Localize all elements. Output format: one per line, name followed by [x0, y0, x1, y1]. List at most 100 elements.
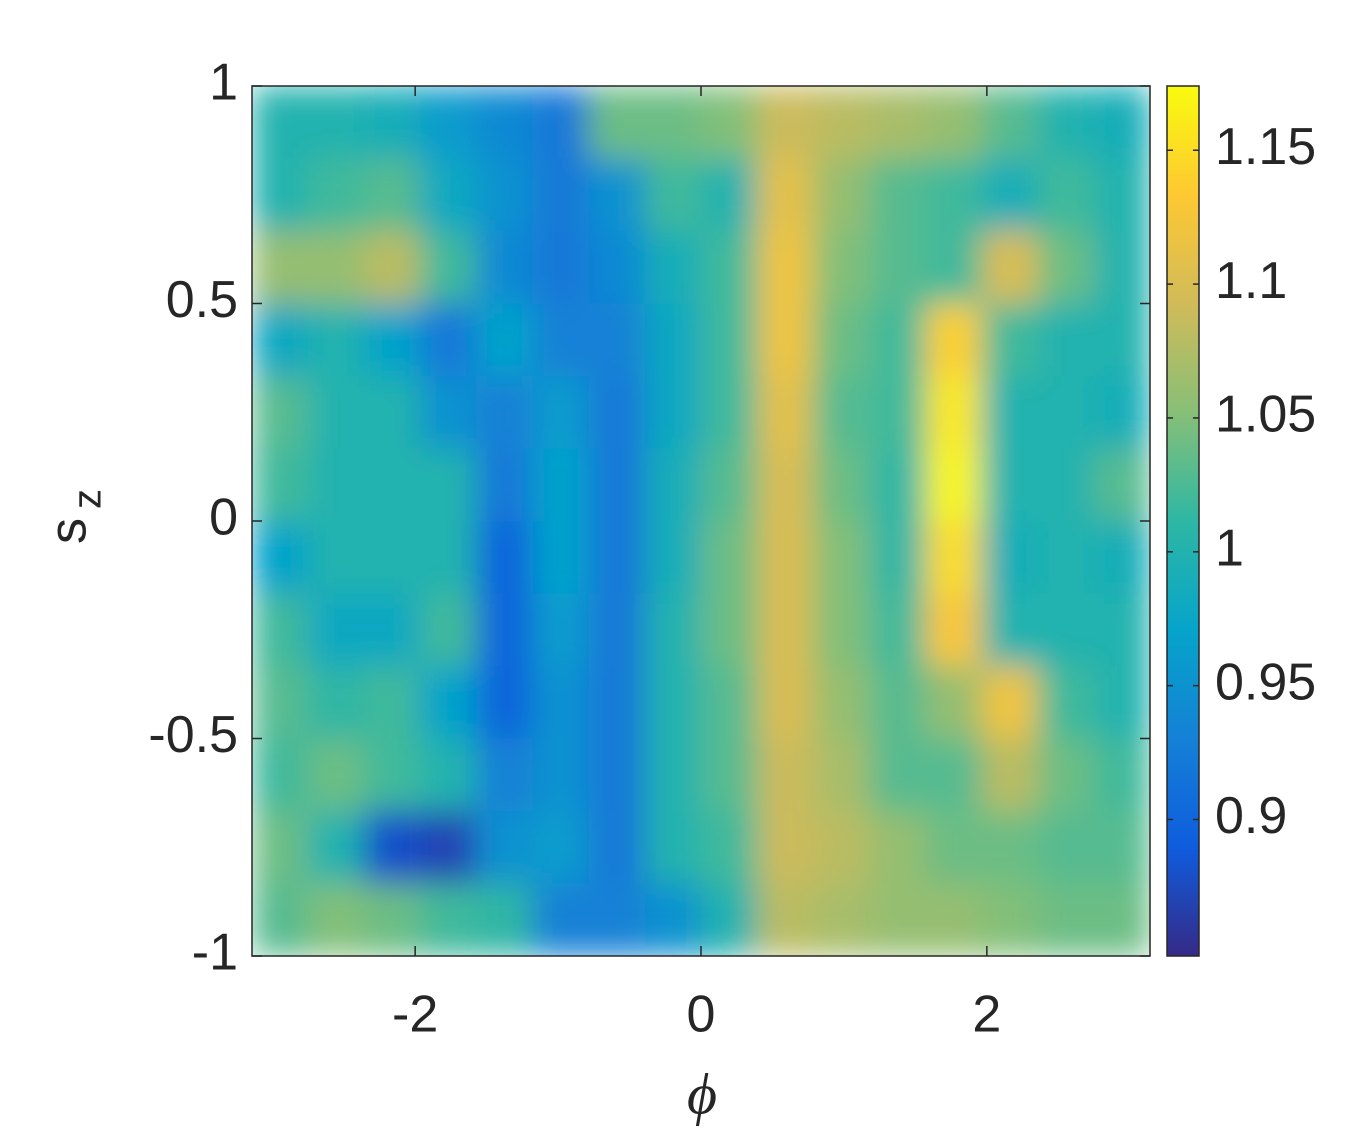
heatmap-cell: [813, 521, 870, 594]
heatmap-cell: [420, 303, 477, 377]
heatmap-cell: [420, 231, 477, 304]
heatmap-cell: [701, 593, 758, 667]
heatmap-cell: [420, 521, 477, 594]
heatmap-cell: [1093, 593, 1150, 667]
heatmap-cell: [644, 593, 702, 667]
heatmap-cell: [1093, 883, 1150, 956]
heatmap-cell: [925, 231, 983, 304]
y-tick-label: 1: [209, 54, 238, 112]
heatmap-cell: [981, 86, 1039, 159]
heatmap-cell: [1037, 158, 1095, 232]
heatmap-cell: [308, 303, 365, 377]
heatmap-cell: [757, 158, 814, 232]
heatmap-cell: [869, 158, 926, 232]
heatmap-cell: [644, 303, 702, 377]
heatmap-cell: [476, 666, 534, 739]
colorbar: [1166, 85, 1200, 957]
heatmap-cell: [588, 666, 646, 739]
heatmap-cell: [644, 158, 702, 232]
heatmap-cell: [532, 448, 590, 522]
heatmap-cell: [532, 158, 590, 232]
heatmap-cell: [925, 86, 983, 159]
heatmap-cell: [588, 811, 646, 884]
heatmap-cell: [925, 158, 983, 232]
heatmap-cell: [252, 811, 309, 884]
heatmap-cell: [308, 666, 365, 739]
heatmap-cell: [308, 811, 365, 884]
heatmap-cell: [252, 666, 309, 739]
heatmap-cell: [644, 231, 702, 304]
heatmap-cell: [308, 231, 365, 304]
heatmap-cell: [364, 158, 421, 232]
heatmap-cell: [308, 376, 365, 449]
heatmap-cell: [476, 303, 534, 377]
heatmap-cell: [813, 448, 870, 522]
heatmap-cell: [981, 666, 1039, 739]
heatmap-cell: [420, 448, 477, 522]
heatmap-cell: [644, 521, 702, 594]
x-tick-label: 2: [972, 986, 1001, 1044]
heatmap-cell: [644, 738, 702, 812]
heatmap-cell: [420, 376, 477, 449]
heatmap-cell: [1037, 593, 1095, 667]
heatmap-cell: [420, 666, 477, 739]
heatmap-cell: [364, 303, 421, 377]
colorbar-tick-label: 0.95: [1215, 653, 1316, 711]
heatmap-cell: [420, 811, 477, 884]
heatmap-cell: [1037, 303, 1095, 377]
heatmap-cell: [813, 811, 870, 884]
heatmap-cell: [925, 303, 983, 377]
heatmap-cell: [1093, 376, 1150, 449]
heatmap-cell: [757, 521, 814, 594]
heatmap-cell: [1093, 86, 1150, 159]
heatmap-cell: [701, 376, 758, 449]
heatmap-cell: [588, 303, 646, 377]
heatmap-cell: [364, 883, 421, 956]
colorbar-tick-label: 1.15: [1215, 118, 1316, 176]
heatmap-cell: [252, 883, 309, 956]
heatmap-cell: [308, 738, 365, 812]
heatmap-cell: [252, 303, 309, 377]
heatmap-cell: [308, 86, 365, 159]
heatmap-cell: [476, 231, 534, 304]
heatmap-cell: [588, 521, 646, 594]
heatmap-cell: [925, 376, 983, 449]
heatmap-cell: [476, 738, 534, 812]
heatmap-cell: [1093, 521, 1150, 594]
heatmap-cell: [420, 593, 477, 667]
heatmap-cell: [588, 883, 646, 956]
heatmap-cell: [925, 666, 983, 739]
heatmap-cell: [644, 86, 702, 159]
heatmap-cell: [252, 448, 309, 522]
heatmap-cell: [925, 593, 983, 667]
heatmap-cell: [701, 521, 758, 594]
heatmap-cell: [869, 376, 926, 449]
y-axis-label-base: s: [40, 518, 98, 544]
heatmap-cell: [869, 521, 926, 594]
heatmap-cell: [532, 86, 590, 159]
heatmap-cell: [1093, 303, 1150, 377]
heatmap-cell: [1093, 158, 1150, 232]
heatmap-cell: [420, 883, 477, 956]
heatmap-cell: [869, 593, 926, 667]
heatmap-cell: [981, 376, 1039, 449]
heatmap-cell: [1037, 376, 1095, 449]
y-tick-label: 0.5: [166, 271, 238, 329]
heatmap-cell: [252, 86, 309, 159]
heatmap-cell: [1037, 86, 1095, 159]
heatmap-cell: [1037, 738, 1095, 812]
heatmap-cell: [757, 231, 814, 304]
heatmap-cell: [308, 593, 365, 667]
heatmap-cell: [813, 593, 870, 667]
heatmap-cell: [476, 521, 534, 594]
heatmap-cell: [981, 593, 1039, 667]
heatmap-cell: [981, 448, 1039, 522]
heatmap-cell: [701, 158, 758, 232]
heatmap-cell: [364, 231, 421, 304]
heatmap-cell: [476, 883, 534, 956]
heatmap-cell: [981, 158, 1039, 232]
heatmap-cell: [813, 666, 870, 739]
heatmap-cell: [757, 883, 814, 956]
heatmap-cell: [644, 883, 702, 956]
